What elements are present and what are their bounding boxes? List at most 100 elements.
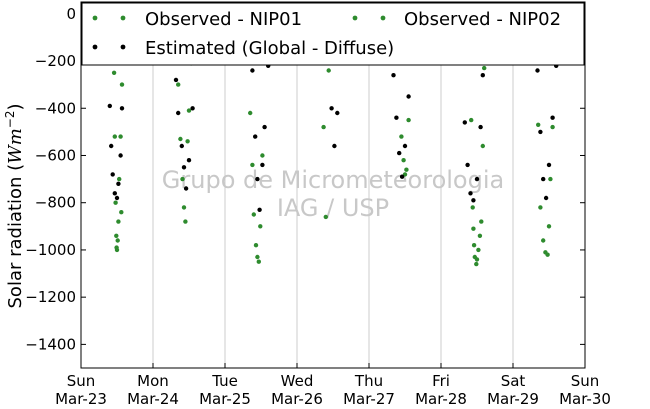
data-point	[474, 257, 480, 262]
data-point	[536, 122, 541, 128]
y-tick-label: −600	[35, 146, 76, 164]
watermark: Grupo de Micrometeorologia IAG / USP	[162, 166, 504, 222]
data-point	[546, 224, 552, 229]
y-tick-label: −200	[35, 52, 76, 70]
legend-label-nip02: Observed - NIP02	[404, 9, 561, 30]
data-point	[180, 176, 185, 182]
data-point	[117, 176, 122, 182]
data-point	[190, 106, 195, 111]
data-point	[541, 176, 546, 182]
data-point	[329, 106, 334, 111]
legend-entry-nip02: Observed - NIP02	[352, 9, 561, 30]
data-point	[113, 200, 118, 205]
x-axis: SunMar-23MonMar-24TueMar-25WedMar-26ThuM…	[55, 2, 611, 408]
data-point	[262, 124, 267, 130]
y-axis-label: Solar radiation (Wm−2)	[3, 103, 26, 308]
data-point	[479, 219, 484, 224]
data-point	[399, 134, 404, 139]
data-point	[255, 176, 260, 182]
y-axis-label-exponent: −2	[3, 111, 17, 129]
data-point	[399, 174, 405, 179]
legend-label-nip01: Observed - NIP01	[145, 9, 302, 30]
data-point	[535, 68, 540, 73]
data-point	[115, 238, 120, 243]
data-point	[118, 134, 123, 139]
legend-entry-estimated: Estimated (Global - Diffuse)	[92, 38, 394, 59]
x-tick-label-date: Mar-29	[487, 390, 539, 408]
data-point	[474, 176, 480, 182]
x-tick-label-date: Mar-25	[199, 390, 251, 408]
data-point	[109, 143, 114, 149]
data-point	[114, 233, 119, 238]
data-point	[116, 181, 121, 186]
data-point	[112, 191, 118, 196]
data-point	[550, 124, 555, 130]
data-point	[546, 162, 552, 168]
data-point	[119, 210, 124, 215]
data-point	[260, 162, 265, 168]
data-point	[183, 186, 189, 191]
data-point	[186, 158, 192, 163]
data-point	[321, 124, 326, 130]
data-point	[253, 134, 258, 139]
data-point	[332, 143, 337, 149]
legend-marker-estimated-1	[92, 44, 98, 50]
data-point	[118, 153, 123, 158]
legend: Observed - NIP01 Observed - NIP02 Estima…	[81, 2, 585, 66]
data-point	[112, 134, 118, 139]
data-point	[260, 153, 265, 158]
y-tick-label: −1000	[25, 241, 76, 259]
data-point	[474, 261, 479, 267]
y-tick-label: −400	[35, 99, 76, 117]
data-point	[391, 73, 396, 78]
data-point	[119, 82, 125, 87]
data-point	[404, 167, 409, 172]
data-point	[480, 73, 485, 78]
data-point	[179, 143, 184, 149]
data-point	[111, 70, 117, 76]
x-tick-label-day: Tue	[211, 372, 238, 390]
y-tick-label: −800	[35, 194, 76, 212]
data-point	[251, 212, 256, 217]
data-point	[248, 110, 253, 116]
data-point	[480, 143, 485, 149]
data-point	[253, 243, 259, 248]
legend-marker-estimated-2	[120, 44, 126, 50]
data-point	[471, 226, 476, 231]
data-point	[255, 254, 260, 260]
legend-marker-nip02-1	[352, 15, 358, 21]
x-tick-label-day: Mon	[137, 372, 169, 390]
data-point	[538, 205, 543, 210]
data-point	[176, 110, 181, 116]
data-point	[176, 82, 181, 87]
y-axis: 0 −200 −400 −600 −800 −1000 −1200 −1400	[25, 5, 585, 353]
data-point	[114, 247, 120, 253]
data-point	[119, 106, 125, 111]
data-point	[186, 108, 192, 113]
x-tick-label-date: Mar-23	[55, 390, 107, 408]
legend-marker-nip01-1	[92, 15, 98, 21]
data-point	[185, 139, 190, 144]
data-point	[394, 115, 399, 120]
data-point	[335, 110, 340, 116]
data-point	[471, 243, 477, 248]
x-tick-label-day: Thu	[354, 372, 383, 390]
data-point	[326, 68, 331, 73]
data-point	[541, 238, 546, 243]
x-tick-label-day: Sun	[67, 372, 96, 390]
x-tick-label-day: Sat	[501, 372, 526, 390]
data-point	[482, 65, 487, 71]
data-point	[258, 224, 263, 229]
data-point	[250, 68, 255, 73]
data-point	[323, 214, 328, 220]
y-axis-label-unit: Wm	[5, 128, 26, 164]
data-point	[181, 165, 187, 170]
data-point	[477, 233, 483, 238]
legend-entry-nip01: Observed - NIP01	[92, 9, 302, 30]
data-point	[256, 259, 261, 264]
x-tick-label-day: Sun	[571, 372, 600, 390]
y-axis-label-suffix: )	[5, 103, 26, 110]
y-tick-label: 0	[66, 5, 76, 23]
data-point	[465, 162, 470, 168]
